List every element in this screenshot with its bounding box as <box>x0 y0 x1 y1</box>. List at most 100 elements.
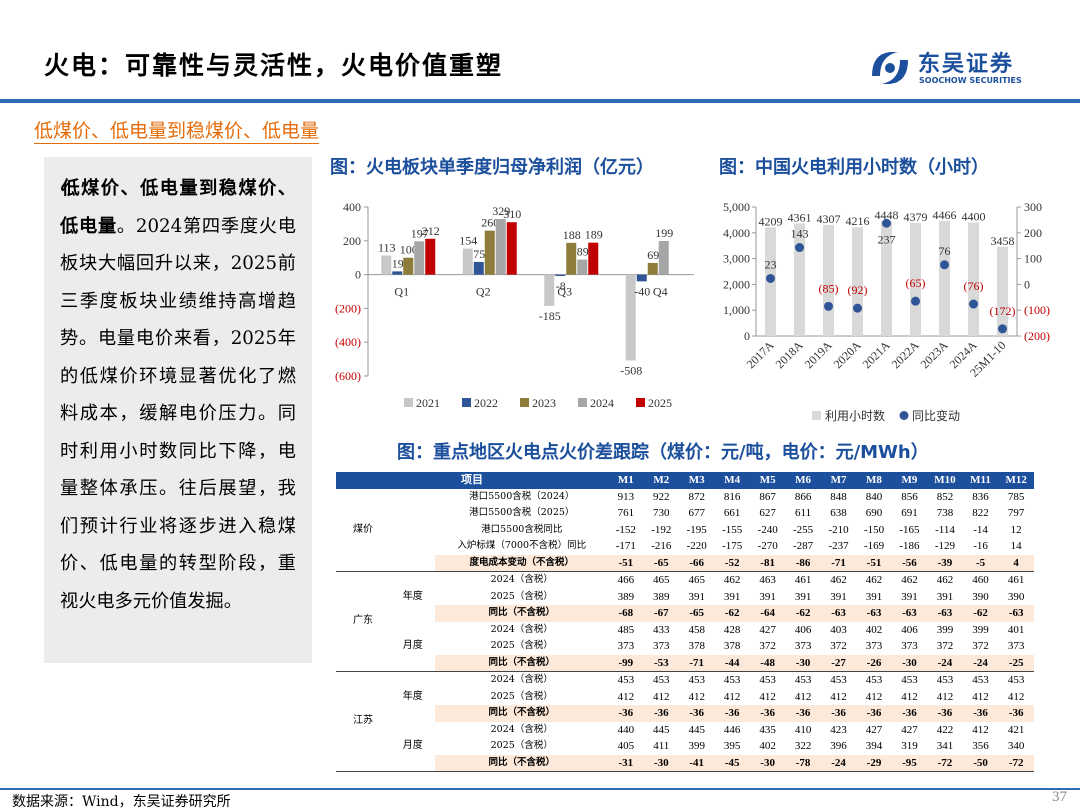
column-header: M4 <box>714 472 750 489</box>
table-cell: 453 <box>785 671 821 689</box>
company-logo: 东吴证券 SOOCHOW SECURITIES <box>868 46 1048 90</box>
bar-2022-Q2 <box>473 261 484 275</box>
yoy-point-2017A <box>766 273 775 283</box>
table-row: 月度 2024（含税） 485 433 458 428 427 406 403 402 406 399… <box>336 622 1034 652</box>
table-cell: 627 <box>759 507 776 519</box>
hours-bar-2022A <box>910 223 921 336</box>
data-label: -40 <box>634 284 650 298</box>
table-cell: 440 <box>617 723 635 736</box>
table-cell: -53 <box>643 654 679 672</box>
column-header: M3 <box>679 472 715 489</box>
hours-bar-2019A <box>823 224 834 336</box>
table-cell: -65 <box>643 554 679 572</box>
column-header: M7 <box>820 472 857 489</box>
right-tick-label: (200) <box>1024 329 1050 343</box>
column-header: M1 <box>608 472 644 489</box>
column-header: M12 <box>998 472 1034 489</box>
table-row: 月度 2024（含税） 440 445 445 446 435 410 423 427 427 422… <box>336 722 1034 752</box>
table-cell: -24 <box>927 654 963 672</box>
bar-2021-Q4 <box>625 274 636 361</box>
bar-2021-Q3 <box>544 274 555 306</box>
table-cell: 406 <box>794 623 812 636</box>
y-tick-label: 200 <box>343 234 361 248</box>
table-cell: -24 <box>962 654 999 672</box>
table-cell: 373 <box>794 640 812 652</box>
table-cell: -68 <box>608 605 644 622</box>
table-cell: -44 <box>714 654 750 672</box>
table-cell: 463 <box>749 571 786 589</box>
table-cell: -30 <box>785 654 821 672</box>
column-header: 项目 <box>336 472 609 489</box>
hours-label: 4379 <box>904 210 928 224</box>
table-cell: 399 <box>688 740 705 752</box>
header-divider <box>0 99 1080 103</box>
table-cell: -30 <box>749 754 786 772</box>
table-cell: 322 <box>794 740 812 752</box>
table-row: 广东 年度 2024（含税） 466 465 465 462 463 461 462 462 462 4… <box>336 571 1034 672</box>
table-cell: 412 <box>972 690 989 703</box>
hours-label: 4448 <box>875 208 899 222</box>
table-cell: -52 <box>714 554 750 572</box>
table-cell: 453 <box>608 671 644 689</box>
table-cell: -36 <box>785 705 821 722</box>
hours-label: 4361 <box>788 210 812 224</box>
data-label: 197 <box>411 226 429 240</box>
yoy-label: (172) <box>990 304 1016 318</box>
table-row: 江苏 年度 2024（含税） 453 453 453 453 453 453 453 453 453 4… <box>336 671 1034 772</box>
table-cell: 399 <box>936 623 954 636</box>
table-cell: -36 <box>820 705 857 722</box>
right-tick-label: (100) <box>1024 303 1050 317</box>
table-cell: -71 <box>679 654 715 672</box>
table-cell: 462 <box>927 571 963 589</box>
table-cell: -51 <box>856 554 892 572</box>
table-cell: -129 <box>934 540 956 552</box>
yoy-label: 76 <box>939 244 951 258</box>
hours-label: 4466 <box>933 208 957 222</box>
table-cell: 738 <box>936 507 954 519</box>
group-label: 煤价 <box>353 523 374 535</box>
table-cell: 761 <box>617 507 635 519</box>
table-cell: 453 <box>714 671 750 689</box>
table-cell: -62 <box>714 605 750 622</box>
right-tick-label: 0 <box>1024 277 1030 291</box>
row-label: 2025（含税） <box>490 740 553 751</box>
y-tick-label: 0 <box>355 268 361 282</box>
table-cell: 867 <box>759 490 776 503</box>
bar-2022-Q1 <box>392 271 403 275</box>
table-cell: 872 <box>688 490 705 503</box>
table-cell: 465 <box>643 571 679 589</box>
table-cell: -45 <box>714 754 750 772</box>
table-cell: 356 <box>972 740 989 752</box>
table-cell: 461 <box>785 571 821 589</box>
right-tick-label: 100 <box>1024 252 1042 266</box>
table-cell: 453 <box>927 671 963 689</box>
table-cell: 460 <box>962 571 999 589</box>
table-cell: -30 <box>643 754 679 772</box>
table-cell: -169 <box>863 540 885 552</box>
legend-label: 同比变动 <box>912 408 960 423</box>
data-label: 100 <box>400 243 418 257</box>
table-cell: 691 <box>901 507 918 519</box>
table-cell: -51 <box>608 554 644 572</box>
table-cell: 412 <box>936 690 954 703</box>
table-cell: 836 <box>972 490 989 503</box>
table-cell: -36 <box>927 705 963 722</box>
table-cell: 461 <box>998 571 1034 589</box>
table-cell: 421 <box>1007 723 1025 736</box>
table-header-row: 项目 M1 M2 M3 M4 M5 M6 M7 M8 M9 M10 M11 M12 <box>336 472 1034 489</box>
row-label: 港口5500含税（2024） <box>469 490 575 502</box>
table-cell: -36 <box>998 705 1034 722</box>
table-cell: -152 <box>615 523 636 536</box>
table-cell: -195 <box>686 523 707 536</box>
table-cell: 412 <box>794 690 812 703</box>
left-tick-label: 4,000 <box>723 226 750 240</box>
table-cell: 390 <box>1007 590 1025 603</box>
yoy-point-2024A <box>969 299 978 309</box>
table-cell: 462 <box>714 571 750 589</box>
page-title: 火电：可靠性与灵活性，火电价值重塑 <box>44 51 504 80</box>
data-label: 310 <box>503 207 521 221</box>
hours-bar-2024A <box>968 222 979 336</box>
legend-swatch-2021 <box>404 398 413 407</box>
table-cell: 462 <box>856 571 892 589</box>
table-cell: 462 <box>891 571 928 589</box>
